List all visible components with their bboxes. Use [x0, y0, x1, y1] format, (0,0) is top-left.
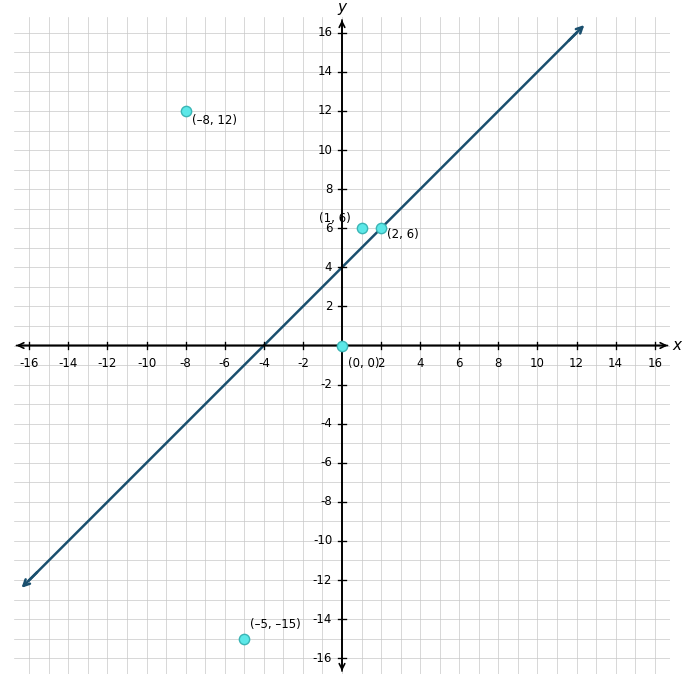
Point: [180, 106, 191, 117]
Text: (2, 6): (2, 6): [387, 227, 419, 240]
Text: -2: -2: [297, 357, 309, 370]
Text: 12: 12: [569, 357, 584, 370]
Point: [239, 633, 250, 644]
Text: y: y: [337, 0, 347, 15]
Text: 14: 14: [317, 66, 332, 78]
Text: 8: 8: [495, 357, 502, 370]
Text: -16: -16: [20, 357, 39, 370]
Text: 2: 2: [378, 357, 385, 370]
Text: (1, 6): (1, 6): [319, 212, 350, 225]
Point: [337, 340, 347, 351]
Text: (–8, 12): (–8, 12): [192, 114, 237, 127]
Text: -4: -4: [320, 417, 332, 430]
Text: x: x: [672, 338, 681, 353]
Text: -6: -6: [320, 456, 332, 469]
Text: -12: -12: [313, 574, 332, 587]
Text: 16: 16: [317, 26, 332, 39]
Text: -14: -14: [313, 613, 332, 625]
Text: -14: -14: [59, 357, 78, 370]
Text: 16: 16: [647, 357, 662, 370]
Text: (–5, –15): (–5, –15): [250, 618, 301, 632]
Text: 10: 10: [317, 144, 332, 157]
Text: -8: -8: [180, 357, 192, 370]
Text: 8: 8: [325, 182, 332, 196]
Text: 4: 4: [417, 357, 424, 370]
Point: [356, 223, 367, 234]
Text: -6: -6: [219, 357, 231, 370]
Text: 4: 4: [325, 261, 332, 274]
Text: -8: -8: [321, 495, 332, 509]
Text: 6: 6: [325, 222, 332, 235]
Text: (0, 0): (0, 0): [348, 357, 380, 370]
Text: -10: -10: [137, 357, 156, 370]
Text: -10: -10: [313, 534, 332, 547]
Point: [376, 223, 386, 234]
Text: 12: 12: [317, 104, 332, 117]
Text: -4: -4: [258, 357, 269, 370]
Text: -12: -12: [98, 357, 117, 370]
Text: 10: 10: [530, 357, 545, 370]
Text: 14: 14: [608, 357, 623, 370]
Text: -2: -2: [320, 378, 332, 391]
Text: -16: -16: [313, 652, 332, 665]
Text: 6: 6: [456, 357, 463, 370]
Text: 2: 2: [325, 300, 332, 313]
